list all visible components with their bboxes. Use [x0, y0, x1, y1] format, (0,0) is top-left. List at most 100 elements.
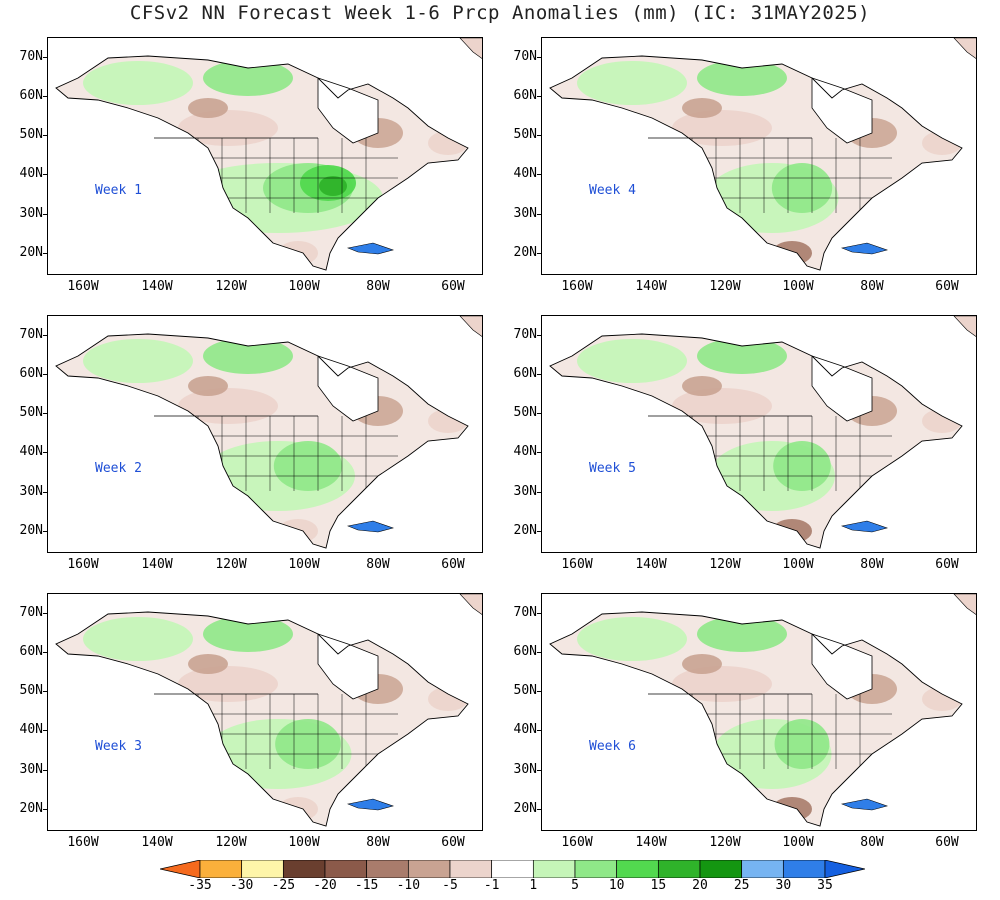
colorbar-tick-label: 30: [775, 878, 792, 893]
anomaly-region: [428, 687, 468, 711]
tick-mark: [43, 452, 47, 453]
tick-mark: [537, 809, 541, 810]
longitude-label: 120W: [215, 557, 247, 572]
hudson-bay: [811, 355, 873, 422]
colorbar-segment: [824, 859, 866, 879]
latitude-label: 30N: [19, 762, 43, 777]
latitude-label: 30N: [513, 762, 537, 777]
greenland: [459, 316, 482, 337]
map-svg: [549, 38, 976, 271]
tick-mark: [537, 492, 541, 493]
longitude-label: 60W: [935, 835, 959, 850]
cuba: [840, 242, 889, 255]
longitude-label: 160W: [67, 835, 99, 850]
anomaly-region: [273, 441, 343, 491]
anomaly-region: [178, 388, 278, 424]
longitude-label: 160W: [561, 279, 593, 294]
anomaly-region: [577, 617, 687, 661]
tick-mark: [537, 174, 541, 175]
map-panel: Week 3: [47, 593, 483, 831]
latitude-label: 70N: [513, 49, 537, 64]
anomaly-region: [682, 376, 722, 396]
anomaly-region: [188, 98, 228, 118]
tick-mark: [43, 691, 47, 692]
cuba: [346, 242, 395, 255]
coastline: [55, 611, 469, 827]
tick-mark: [43, 96, 47, 97]
greenland: [953, 38, 976, 59]
longitude-label: 140W: [635, 835, 667, 850]
colorbar-segment: [407, 859, 451, 879]
map-svg: [55, 38, 482, 271]
week-label: Week 6: [589, 739, 636, 754]
tick-mark: [537, 452, 541, 453]
anomaly-region: [922, 409, 962, 433]
tick-mark: [537, 135, 541, 136]
map-panel: Week 5: [541, 315, 977, 553]
tick-mark: [537, 613, 541, 614]
cuba: [346, 798, 395, 811]
tick-mark: [43, 613, 47, 614]
anomaly-region: [682, 98, 722, 118]
longitude-label: 140W: [141, 557, 173, 572]
longitude-label: 100W: [782, 835, 814, 850]
colorbar-segment: [241, 859, 284, 879]
tick-mark: [43, 531, 47, 532]
tick-mark: [43, 57, 47, 58]
longitude-label: 80W: [366, 279, 390, 294]
latitude-label: 70N: [19, 605, 43, 620]
colorbar-tick-label: 20: [692, 878, 708, 893]
colorbar-tick-label: -15: [354, 878, 379, 893]
longitude-label: 60W: [441, 557, 465, 572]
latitude-label: 40N: [513, 166, 537, 181]
anomaly-region: [771, 163, 833, 213]
colorbar-tick-label: -25: [271, 878, 296, 893]
longitude-label: 100W: [782, 279, 814, 294]
anomaly-region: [672, 666, 772, 702]
colorbar-segment: [366, 859, 409, 879]
longitude-label: 160W: [561, 557, 593, 572]
anomaly-region: [428, 131, 468, 155]
longitude-label: 80W: [860, 279, 884, 294]
anomaly-region: [188, 376, 228, 396]
colorbar-segment: [657, 859, 701, 879]
longitude-label: 120W: [709, 835, 741, 850]
tick-mark: [43, 374, 47, 375]
colorbar-segment: [199, 859, 243, 879]
anomaly-region: [922, 687, 962, 711]
longitude-label: 120W: [709, 279, 741, 294]
latitude-label: 70N: [513, 327, 537, 342]
anomaly-region: [203, 616, 293, 652]
latitude-label: 50N: [19, 683, 43, 698]
latitude-label: 50N: [19, 405, 43, 420]
anomaly-region: [772, 797, 812, 821]
latitude-label: 60N: [19, 366, 43, 381]
longitude-label: 80W: [860, 835, 884, 850]
latitude-label: 60N: [513, 366, 537, 381]
anomaly-region: [278, 797, 318, 821]
tick-mark: [537, 96, 541, 97]
map-panel: Week 6: [541, 593, 977, 831]
latitude-label: 20N: [513, 523, 537, 538]
colorbar-tick-label: -30: [229, 878, 254, 893]
colorbar-segment: [324, 859, 368, 879]
latitude-label: 20N: [19, 245, 43, 260]
colorbar-segment: [699, 859, 743, 879]
colorbar-tick-label: 35: [817, 878, 833, 893]
anomaly-region: [672, 388, 772, 424]
anomaly-region: [188, 654, 228, 674]
anomaly-region: [178, 666, 278, 702]
coastline: [55, 55, 469, 271]
latitude-label: 40N: [513, 722, 537, 737]
longitude-label: 100W: [288, 835, 320, 850]
colorbar-segment: [574, 859, 618, 879]
tick-mark: [537, 413, 541, 414]
tick-mark: [43, 413, 47, 414]
tick-mark: [43, 652, 47, 653]
longitude-label: 160W: [67, 557, 99, 572]
longitude-label: 140W: [141, 279, 173, 294]
colorbar-segment: [491, 859, 534, 879]
longitude-label: 100W: [288, 279, 320, 294]
tick-mark: [537, 335, 541, 336]
colorbar: [159, 859, 866, 879]
